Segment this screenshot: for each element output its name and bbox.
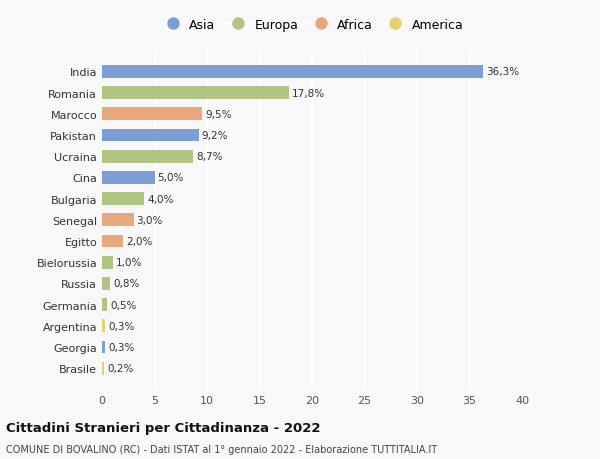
Bar (102, 298, 107, 311)
Text: 0,2%: 0,2% (107, 364, 134, 373)
Bar (102, 214, 133, 227)
Bar (102, 235, 123, 248)
Text: 2,0%: 2,0% (126, 236, 152, 246)
Text: 5,0%: 5,0% (158, 173, 184, 183)
Bar (102, 129, 199, 142)
Text: 0,8%: 0,8% (113, 279, 140, 289)
Bar (102, 362, 104, 375)
Bar (102, 66, 483, 78)
Text: 0,3%: 0,3% (109, 321, 134, 331)
Bar (102, 193, 144, 206)
Bar (102, 87, 289, 100)
Text: 0,3%: 0,3% (109, 342, 134, 352)
Text: 3,0%: 3,0% (137, 215, 163, 225)
Text: Cittadini Stranieri per Cittadinanza - 2022: Cittadini Stranieri per Cittadinanza - 2… (6, 421, 320, 434)
Text: COMUNE DI BOVALINO (RC) - Dati ISTAT al 1° gennaio 2022 - Elaborazione TUTTITALI: COMUNE DI BOVALINO (RC) - Dati ISTAT al … (6, 444, 437, 454)
Bar (102, 172, 155, 185)
Text: 0,5%: 0,5% (110, 300, 137, 310)
Text: 1,0%: 1,0% (116, 257, 142, 268)
Text: 36,3%: 36,3% (486, 67, 520, 77)
Text: 9,5%: 9,5% (205, 110, 232, 119)
Bar (102, 277, 110, 290)
Text: 17,8%: 17,8% (292, 89, 325, 98)
Text: 4,0%: 4,0% (147, 194, 173, 204)
Bar (102, 256, 113, 269)
Bar (102, 320, 105, 332)
Legend: Asia, Europa, Africa, America: Asia, Europa, Africa, America (158, 16, 466, 34)
Bar (102, 341, 105, 353)
Bar (102, 108, 202, 121)
Bar (102, 151, 193, 163)
Text: 8,7%: 8,7% (197, 152, 223, 162)
Text: 9,2%: 9,2% (202, 131, 228, 141)
